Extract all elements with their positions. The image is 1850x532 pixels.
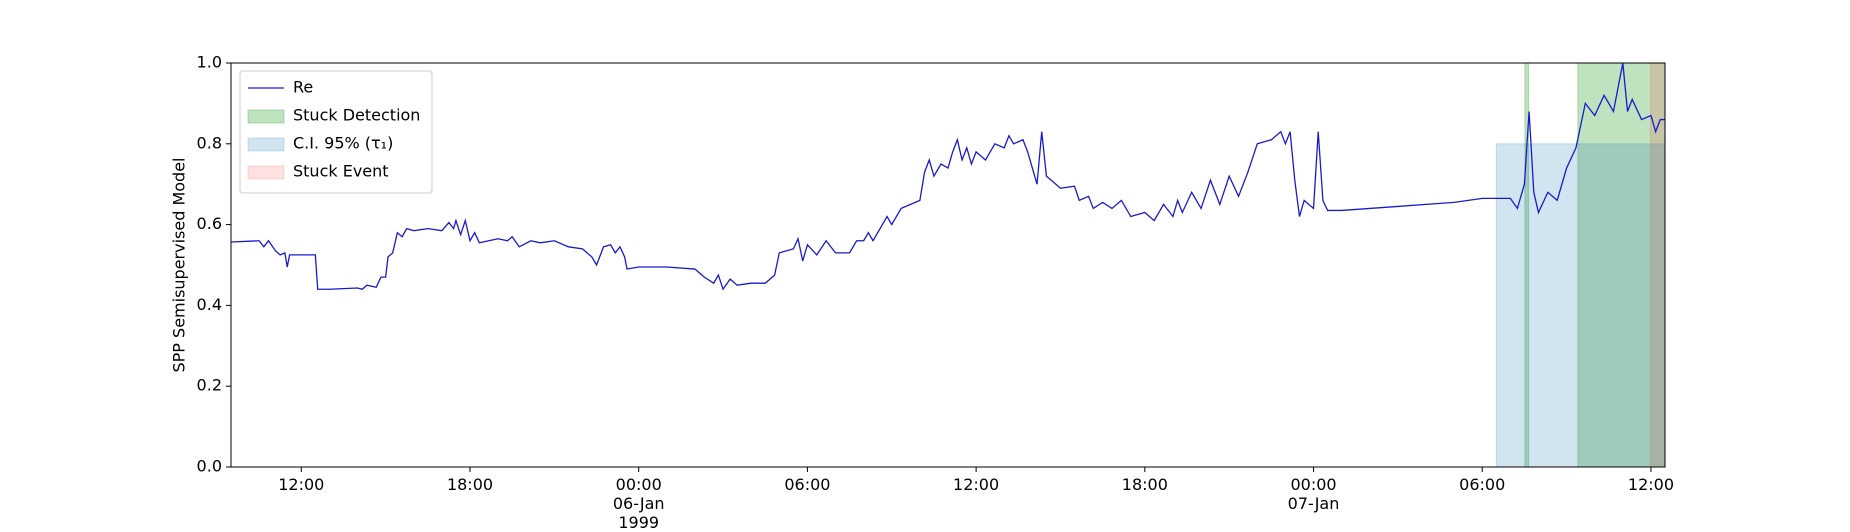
axes-frame <box>230 62 1666 468</box>
legend-label: Re <box>293 78 313 97</box>
x-tick-label: 00:00 07-Jan <box>1287 475 1340 513</box>
legend-patch <box>247 109 285 124</box>
y-tick-label: 0.2 <box>197 376 222 395</box>
x-tick-label: 12:00 <box>953 475 1000 494</box>
x-tick-label: 18:00 <box>1121 475 1168 494</box>
y-tick-label: 0.6 <box>197 214 222 233</box>
y-tick-label: 0.4 <box>197 295 222 314</box>
legend-label: C.I. 95% (τ₁) <box>293 134 393 153</box>
legend-label: Stuck Event <box>293 162 389 181</box>
x-tick-label: 06:00 <box>784 475 831 494</box>
y-tick-label: 0.8 <box>197 133 222 152</box>
y-tick-label: 1.0 <box>197 53 222 72</box>
span <box>1495 143 1666 468</box>
x-tick-label: 12:00 <box>1627 475 1674 494</box>
legend-box <box>239 70 433 194</box>
legend-patch <box>247 165 285 180</box>
x-tick-label: 12:00 <box>278 475 325 494</box>
x-tick-label: 18:00 <box>446 475 494 494</box>
data-line <box>230 62 1665 291</box>
legend-patch <box>247 137 285 152</box>
y-tick-label: 0.0 <box>197 457 222 476</box>
y-axis-label: SPP Semisupervised Model <box>170 158 189 373</box>
legend-label: Stuck Detection <box>293 106 420 125</box>
x-tick-label: 00:00 06-Jan 1999 <box>612 475 665 532</box>
x-tick-label: 06:00 <box>1459 475 1506 494</box>
